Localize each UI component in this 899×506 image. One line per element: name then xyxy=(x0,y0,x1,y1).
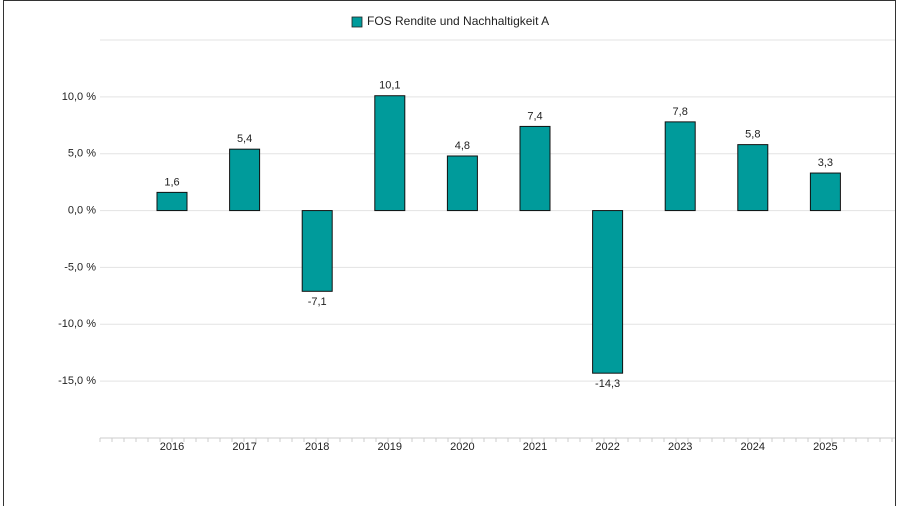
bar xyxy=(809,172,841,212)
bar xyxy=(592,210,624,374)
x-tick-label: 2017 xyxy=(232,441,256,453)
bar xyxy=(229,148,261,212)
data-label: 3,3 xyxy=(818,157,833,169)
data-label: 5,8 xyxy=(745,129,760,141)
x-tick-label: 2025 xyxy=(813,441,837,453)
y-tick-label: -10,0 % xyxy=(58,318,96,330)
bar xyxy=(737,144,769,212)
x-tick-label: 2019 xyxy=(378,441,402,453)
frame xyxy=(3,0,896,506)
bar xyxy=(446,155,478,212)
legend-label: FOS Rendite und Nachhaltigkeit A xyxy=(367,14,549,28)
x-tick-label: 2020 xyxy=(450,441,474,453)
data-label: -14,3 xyxy=(595,378,620,390)
y-tick-label: -15,0 % xyxy=(58,375,96,387)
data-label: 10,1 xyxy=(379,80,400,92)
x-tick-label: 2023 xyxy=(668,441,692,453)
data-label: 7,4 xyxy=(527,110,542,122)
x-tick-label: 2024 xyxy=(741,441,765,453)
bar xyxy=(156,191,188,212)
data-label: 4,8 xyxy=(455,140,470,152)
x-tick-label: 2022 xyxy=(595,441,619,453)
data-label: 5,4 xyxy=(237,133,252,145)
x-tick-label: 2016 xyxy=(160,441,184,453)
data-label: 7,8 xyxy=(673,106,688,118)
x-tick-label: 2021 xyxy=(523,441,547,453)
data-label: -7,1 xyxy=(308,296,327,308)
data-label: 1,6 xyxy=(164,176,179,188)
y-tick-label: 10,0 % xyxy=(62,91,96,103)
bar xyxy=(519,125,551,212)
legend-swatch xyxy=(351,16,363,28)
y-tick-label: -5,0 % xyxy=(64,261,96,273)
y-tick-label: 5,0 % xyxy=(68,148,96,160)
bar xyxy=(301,210,333,292)
x-tick-label: 2018 xyxy=(305,441,329,453)
bar xyxy=(374,95,406,212)
y-tick-label: 0,0 % xyxy=(68,204,96,216)
bar xyxy=(664,121,696,212)
